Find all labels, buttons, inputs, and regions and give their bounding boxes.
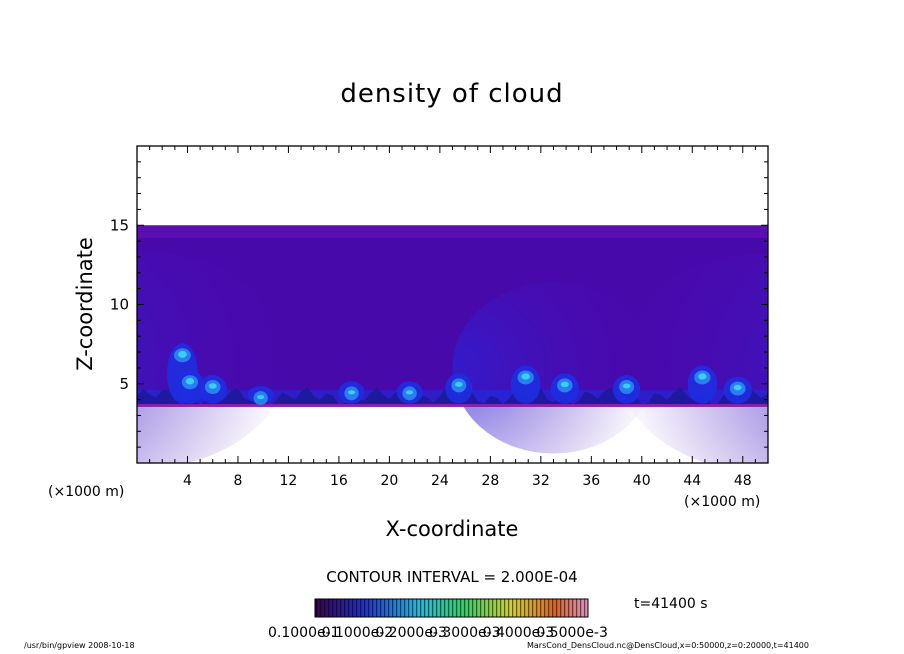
cell-core	[455, 382, 463, 387]
cloud-density-field	[137, 225, 768, 463]
colorbar-label: 0.1000e-2	[322, 625, 394, 641]
x-axis-label: X-coordinate	[386, 517, 519, 541]
x-tick-label: 36	[582, 473, 600, 489]
colorbar-label: 0.3000e-3	[429, 625, 501, 641]
x-tick-label: 24	[431, 473, 449, 489]
x-tick-label: 16	[330, 473, 348, 489]
cell-core	[698, 373, 707, 380]
cloud-cell	[247, 386, 274, 406]
cell-core	[208, 383, 217, 389]
x-tick-label: 28	[481, 473, 499, 489]
y-tick-label: 5	[119, 375, 129, 393]
x-tick-label: 44	[683, 473, 701, 489]
cloud-cell	[338, 381, 365, 404]
cell-core	[347, 390, 356, 395]
cell-core	[257, 395, 265, 400]
y-axis-label: Z-coordinate	[73, 237, 97, 371]
cloud-base	[137, 403, 768, 407]
y-tick-label: 15	[110, 216, 129, 234]
colorbar-label: 0.2000e-3	[375, 625, 447, 641]
density-lobe-center-right	[452, 282, 655, 454]
cloud-cell	[396, 381, 423, 404]
x-axis: 4 8 12 16 20 24 28 32 36 40 44 48	[149, 146, 756, 489]
cloud-cell	[510, 365, 541, 404]
cloud-cell	[198, 374, 227, 404]
x-tick-label: 4	[183, 473, 192, 489]
density-lobe-left	[137, 250, 289, 463]
x-tick-label: 48	[734, 473, 752, 489]
colorbar-label: 0.1000e-1	[268, 625, 340, 641]
colorbar-label: 0.5000e-3	[536, 625, 608, 641]
x-tick-label: 32	[532, 473, 550, 489]
chart-title: density of cloud	[340, 79, 563, 109]
x-tick-label: 12	[280, 473, 298, 489]
colorbar	[314, 598, 589, 618]
cell-core	[560, 381, 569, 388]
density-lobe-right	[616, 253, 768, 463]
cell-core	[185, 378, 195, 385]
cloud-cell	[175, 370, 205, 404]
x-tick-label: 8	[233, 473, 242, 489]
cell-core	[733, 384, 742, 391]
time-label: t=41400 s	[634, 596, 708, 612]
cell-core	[622, 383, 631, 389]
x-unit-right: (×1000 m)	[684, 494, 760, 510]
colorbar-label: 0.4000e-3	[483, 625, 555, 641]
footer-right: MarsCond_DensCloud.nc@DensCloud,x=0:5000…	[527, 641, 809, 650]
cell-core	[521, 373, 530, 380]
x-tick-label: 40	[633, 473, 651, 489]
cloud-cell	[445, 373, 473, 404]
y-axis: 5 10 15	[110, 161, 768, 448]
footer-left: /usr/bin/gpview 2008-10-18	[24, 641, 135, 650]
contour-interval-label: CONTOUR INTERVAL = 2.000E-04	[326, 568, 577, 586]
x-tick-label: 20	[380, 473, 398, 489]
cloud-cell	[613, 374, 641, 404]
y-tick-label: 10	[110, 296, 129, 314]
x-unit-left: (×1000 m)	[48, 484, 124, 500]
cloud-cell	[687, 365, 718, 404]
cell-core	[178, 350, 187, 358]
colorbar-frame	[314, 598, 589, 618]
cloud-cell	[550, 373, 580, 404]
colorbar-labels: 0.1000e-10.1000e-20.2000e-30.3000e-30.40…	[268, 625, 608, 641]
colorbar-stripes	[315, 599, 588, 617]
cell-core	[405, 390, 414, 395]
cloud-cell	[723, 376, 752, 404]
